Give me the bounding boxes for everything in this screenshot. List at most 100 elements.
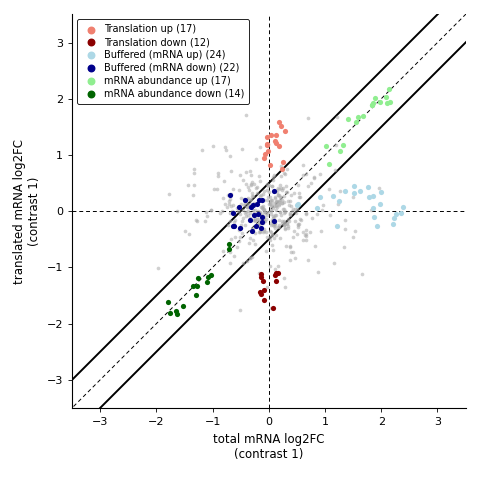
- Point: [284, 224, 291, 232]
- Point: [242, 180, 250, 188]
- Point: [257, 203, 264, 211]
- Point: [271, 271, 279, 278]
- Point: [271, 194, 279, 202]
- Point: [198, 146, 206, 154]
- Point: [298, 216, 305, 224]
- Point: [393, 210, 400, 217]
- Point: [267, 221, 275, 229]
- Point: [304, 257, 312, 264]
- Point: [267, 219, 275, 227]
- Point: [259, 202, 266, 210]
- Point: [251, 240, 258, 248]
- Point: [260, 225, 268, 232]
- Point: [249, 216, 257, 224]
- Point: [272, 231, 280, 239]
- Point: [254, 212, 262, 219]
- Point: [215, 172, 222, 180]
- Point: [270, 219, 278, 227]
- Point: [270, 187, 278, 194]
- Point: [207, 271, 215, 279]
- Point: [254, 220, 262, 228]
- Point: [224, 221, 232, 228]
- Point: [251, 215, 259, 223]
- Point: [284, 215, 291, 223]
- Point: [273, 277, 280, 285]
- Point: [352, 118, 360, 126]
- Point: [255, 221, 263, 229]
- Point: [302, 170, 310, 178]
- Point: [243, 257, 251, 264]
- Point: [323, 143, 330, 150]
- Point: [268, 241, 276, 249]
- Point: [302, 232, 310, 240]
- Point: [288, 207, 296, 215]
- Point: [263, 283, 270, 291]
- Point: [369, 99, 377, 107]
- Point: [248, 178, 256, 185]
- Point: [278, 217, 286, 225]
- Point: [271, 219, 279, 227]
- Legend: Translation up (17), Translation down (12), Buffered (mRNA up) (24), Buffered (m: Translation up (17), Translation down (1…: [77, 19, 249, 104]
- Point: [244, 201, 252, 208]
- Point: [284, 165, 291, 173]
- Point: [250, 211, 257, 219]
- Point: [269, 200, 276, 207]
- Point: [258, 203, 266, 211]
- Point: [260, 286, 267, 294]
- Point: [227, 235, 234, 243]
- Point: [261, 206, 268, 214]
- Point: [247, 171, 254, 179]
- Point: [227, 202, 235, 210]
- Point: [190, 181, 198, 189]
- Point: [201, 217, 209, 225]
- Point: [203, 278, 211, 286]
- Point: [255, 196, 263, 204]
- Point: [244, 207, 252, 215]
- Point: [302, 230, 310, 238]
- Point: [282, 182, 289, 190]
- Point: [259, 216, 266, 224]
- Point: [247, 214, 254, 222]
- Point: [370, 192, 377, 200]
- Point: [283, 188, 291, 195]
- Point: [264, 196, 271, 204]
- Point: [260, 213, 268, 221]
- Point: [242, 168, 250, 176]
- Point: [224, 203, 231, 211]
- Point: [341, 225, 348, 233]
- Point: [284, 223, 292, 230]
- Point: [245, 202, 253, 210]
- Point: [248, 253, 255, 261]
- Point: [302, 227, 310, 234]
- Point: [271, 265, 278, 273]
- Point: [383, 99, 391, 107]
- Point: [255, 220, 263, 228]
- Point: [249, 192, 256, 200]
- Point: [255, 172, 263, 180]
- Point: [248, 195, 255, 203]
- Point: [262, 247, 270, 254]
- Point: [271, 188, 278, 195]
- Point: [241, 197, 249, 205]
- Point: [294, 220, 301, 228]
- Point: [280, 199, 288, 206]
- Point: [287, 210, 294, 218]
- Point: [266, 236, 274, 244]
- Point: [230, 209, 238, 216]
- Point: [281, 226, 289, 233]
- Point: [301, 231, 309, 239]
- Point: [257, 288, 264, 296]
- Point: [277, 122, 285, 130]
- Point: [173, 207, 181, 215]
- Point: [245, 204, 253, 211]
- Point: [236, 233, 243, 241]
- Point: [294, 181, 302, 189]
- Point: [273, 206, 280, 214]
- Point: [266, 233, 274, 240]
- Point: [289, 249, 297, 256]
- Point: [218, 207, 226, 215]
- Point: [336, 147, 344, 155]
- Point: [269, 173, 277, 181]
- Point: [244, 212, 252, 219]
- Point: [280, 275, 288, 282]
